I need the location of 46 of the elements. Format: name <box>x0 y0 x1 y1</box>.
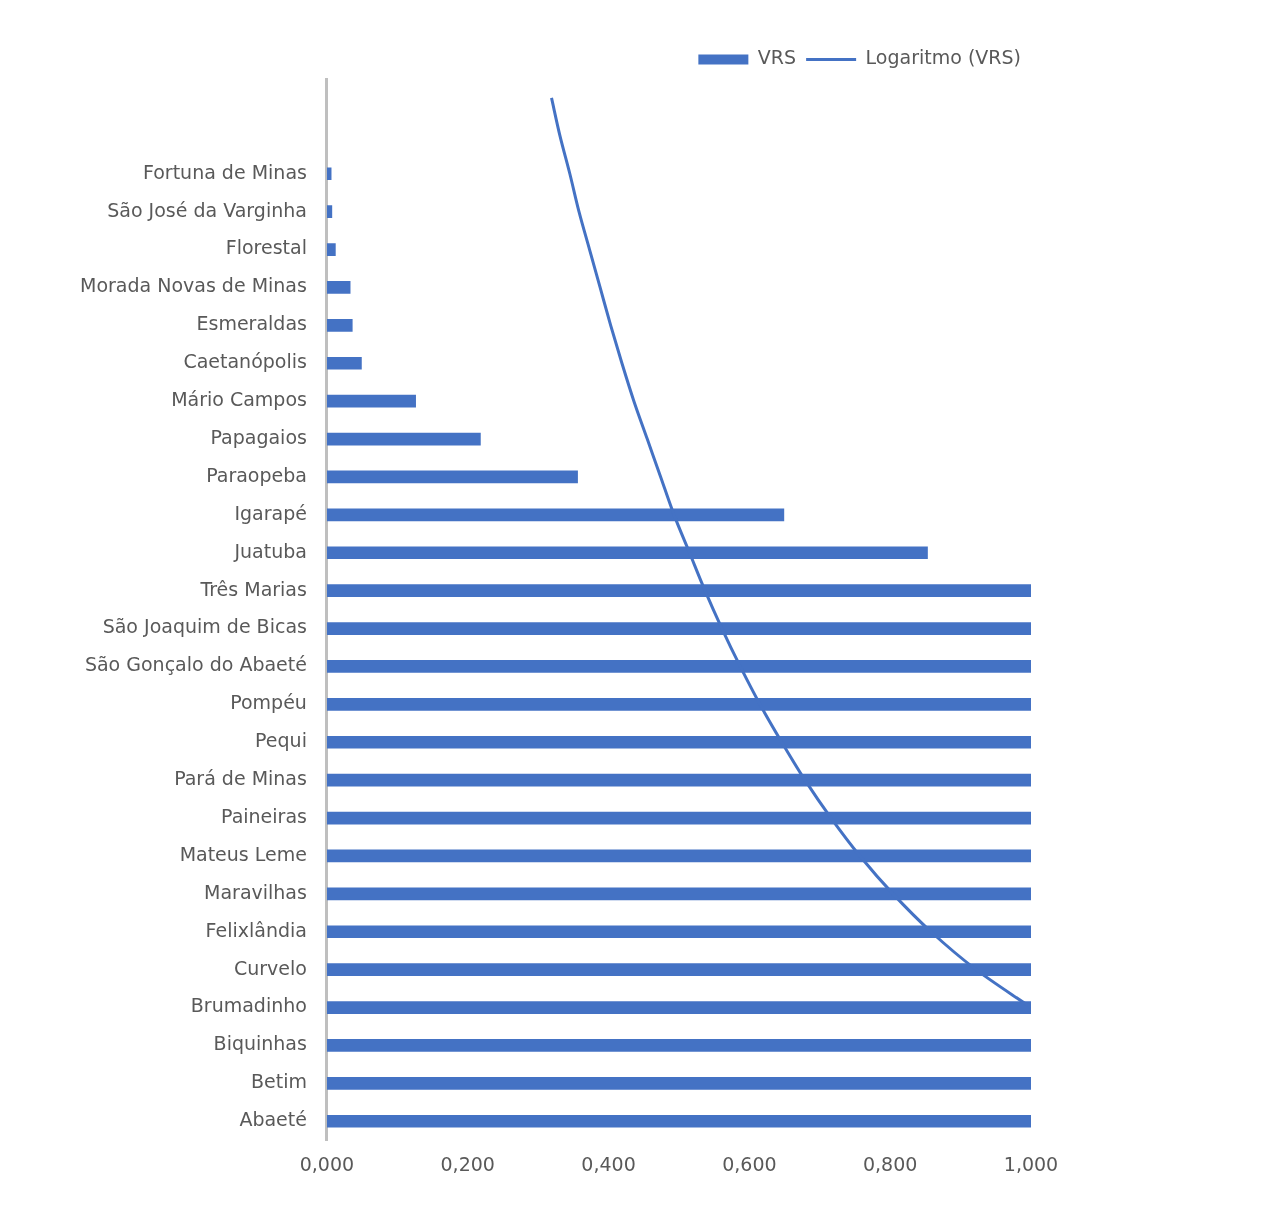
y-tick-label: Caetanópolis <box>183 350 307 373</box>
x-tick-label: 0,600 <box>722 1152 777 1175</box>
y-tick-label: Paineiras <box>221 804 307 827</box>
y-tick-label: Mateus Leme <box>179 842 307 865</box>
legend-label: VRS <box>757 46 797 69</box>
bar <box>326 281 351 294</box>
y-tick-label: São José da Varginha <box>107 198 307 221</box>
x-tick-label: 0,400 <box>581 1152 636 1175</box>
y-tick-label: Papagaios <box>210 425 307 448</box>
y-tick-label: Biquinhas <box>213 1032 307 1055</box>
y-tick-label: Mário Campos <box>171 388 307 411</box>
y-tick-label: Pequi <box>255 729 307 752</box>
y-tick-label: Maravilhas <box>204 880 307 903</box>
bar <box>326 243 336 256</box>
bar <box>326 167 332 181</box>
y-tick-label: Juatuba <box>233 539 307 562</box>
bar <box>326 205 333 218</box>
y-tick-label: Curvelo <box>233 956 307 979</box>
bar <box>326 319 353 332</box>
bar <box>326 432 481 446</box>
y-tick-label: Três Marias <box>199 577 307 600</box>
bar <box>326 1114 1031 1128</box>
bar <box>326 394 416 408</box>
y-tick-label: Pará de Minas <box>174 767 307 790</box>
y-tick-label: Igarapé <box>234 501 307 524</box>
bar <box>326 1077 1031 1090</box>
legend-label: Logaritmo (VRS) <box>865 46 1022 69</box>
x-tick-label: 1,000 <box>1003 1152 1059 1175</box>
x-tick-label: 0,000 <box>299 1152 355 1175</box>
bar <box>326 356 362 370</box>
bar <box>326 1039 1031 1052</box>
y-tick-label: São Joaquim de Bicas <box>102 615 307 638</box>
y-tick-label: Fortuna de Minas <box>142 160 307 183</box>
y-tick-label: Pompéu <box>230 691 307 714</box>
y-tick-label: Morada Novas de Minas <box>79 274 307 297</box>
y-tick-label: Brumadinho <box>190 994 307 1017</box>
y-tick-label: Abaeté <box>239 1108 307 1131</box>
y-tick-label: Paraopeba <box>206 463 307 486</box>
bar <box>326 470 578 484</box>
y-tick-label: São Gonçalo do Abaeté <box>84 653 307 676</box>
y-tick-label: Betim <box>250 1070 307 1093</box>
y-tick-label: Felixlândia <box>205 918 307 941</box>
y-tick-label: Esmeraldas <box>196 312 307 335</box>
x-tick-label: 0,800 <box>862 1152 918 1175</box>
y-tick-label: Florestal <box>225 236 307 259</box>
x-tick-label: 0,200 <box>440 1152 495 1175</box>
